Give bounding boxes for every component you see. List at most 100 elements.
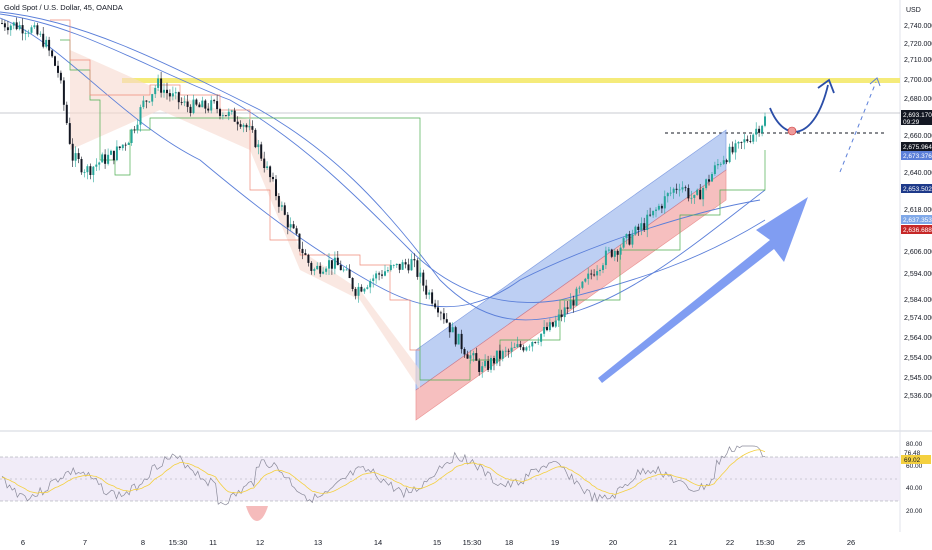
- candle-body: [248, 126, 251, 128]
- rsi-tick-label: 60.00: [906, 463, 923, 470]
- candle-body: [702, 188, 705, 200]
- candle-body: [392, 265, 395, 266]
- candle-body: [540, 333, 543, 342]
- candle-body: [386, 270, 389, 272]
- candle-body: [142, 100, 145, 108]
- price-tick-label: 2,564.000: [904, 335, 932, 342]
- candle-body: [83, 172, 86, 173]
- candle-body: [643, 223, 646, 230]
- candle-body: [454, 327, 457, 345]
- candle-body: [675, 188, 678, 190]
- rsi-badge-1: [901, 448, 931, 457]
- candle-body: [634, 226, 637, 235]
- bullish-arrow-icon: [598, 197, 808, 383]
- candle-body: [275, 179, 277, 197]
- candle-body: [761, 125, 764, 133]
- candle-body: [62, 80, 65, 105]
- price-tick-label: 2,594.000: [904, 271, 932, 278]
- candle-body: [24, 33, 27, 34]
- candle-body: [207, 108, 210, 111]
- projection-dashed-arrowhead-icon: [869, 77, 881, 87]
- candle-body: [466, 354, 469, 359]
- candle-body: [708, 179, 710, 182]
- x-tick-label: 25: [797, 538, 805, 547]
- candle-body: [681, 187, 684, 190]
- candle-body: [257, 144, 260, 148]
- price-badge: [901, 151, 932, 160]
- candle-body: [369, 281, 372, 288]
- candle-body: [687, 188, 690, 199]
- candle-body: [398, 263, 401, 270]
- candle-body: [227, 111, 230, 116]
- candle-body: [77, 153, 80, 159]
- x-tick-label: 15:30: [756, 538, 775, 547]
- candle-body: [277, 196, 280, 207]
- candle-body: [195, 99, 198, 105]
- x-tick-label: 7: [83, 538, 87, 547]
- candle-body: [283, 205, 286, 215]
- candle-body: [752, 134, 755, 142]
- price-tick-label: 2,545.000: [904, 375, 932, 382]
- candle-body: [54, 56, 56, 66]
- candle-body: [254, 129, 257, 148]
- candle-body: [690, 197, 693, 199]
- candle-body: [472, 353, 475, 356]
- candle-body: [684, 187, 687, 189]
- candle-body: [705, 179, 708, 189]
- candle-body: [15, 22, 18, 30]
- candle-body: [68, 123, 71, 144]
- price-tick-label: 2,660.000: [904, 133, 932, 140]
- candle-body: [213, 100, 216, 102]
- candle-body: [33, 25, 36, 28]
- candle-body: [389, 265, 392, 270]
- candle-body: [711, 174, 713, 182]
- candle-body: [260, 144, 263, 159]
- price-badge-label: 2,693.170: [903, 112, 932, 119]
- rsi-tick-label: 80.00: [906, 441, 923, 448]
- price-tick-label: 2,710.000: [904, 57, 932, 64]
- x-tick-label: 13: [314, 538, 322, 547]
- rsi-tick-label: 40.00: [906, 485, 923, 492]
- candle-body: [313, 269, 316, 271]
- candle-body: [65, 104, 68, 124]
- x-tick-label: 15: [433, 538, 441, 547]
- candle-body: [316, 265, 319, 270]
- candle-body: [404, 262, 407, 265]
- x-tick-label: 26: [847, 538, 855, 547]
- candle-body: [516, 344, 519, 348]
- x-tick-label: 8: [141, 538, 145, 547]
- candle-body: [672, 188, 675, 193]
- price-axis[interactable]: [900, 0, 932, 532]
- candle-body: [107, 154, 110, 164]
- candle-body: [531, 342, 534, 347]
- candles[interactable]: [1, 17, 766, 378]
- price-tick-label: 2,536.000: [904, 393, 932, 400]
- price-badge-label: 2,653.502: [903, 186, 932, 193]
- candle-body: [501, 351, 504, 359]
- candle-body: [336, 257, 339, 266]
- candle-body: [133, 129, 136, 131]
- candle-body: [269, 166, 272, 178]
- candle-body: [596, 271, 599, 276]
- candle-body: [640, 223, 643, 230]
- candle-body: [655, 209, 657, 211]
- candle-body: [693, 194, 696, 198]
- support-step: [60, 39, 766, 381]
- candle-body: [728, 146, 731, 163]
- candle-body: [351, 278, 354, 289]
- candle-body: [333, 257, 336, 269]
- candle-body: [189, 106, 192, 113]
- candle-body: [148, 101, 151, 103]
- candle-body: [546, 327, 548, 331]
- candle-body: [307, 254, 310, 263]
- candle-body: [498, 350, 501, 359]
- candle-body: [115, 146, 118, 161]
- candle-body: [543, 327, 546, 334]
- candle-body: [740, 142, 743, 143]
- candle-body: [616, 250, 619, 255]
- candle-body: [463, 349, 466, 355]
- candle-body: [758, 128, 761, 133]
- candle-body: [1, 23, 3, 24]
- candle-body: [328, 260, 330, 269]
